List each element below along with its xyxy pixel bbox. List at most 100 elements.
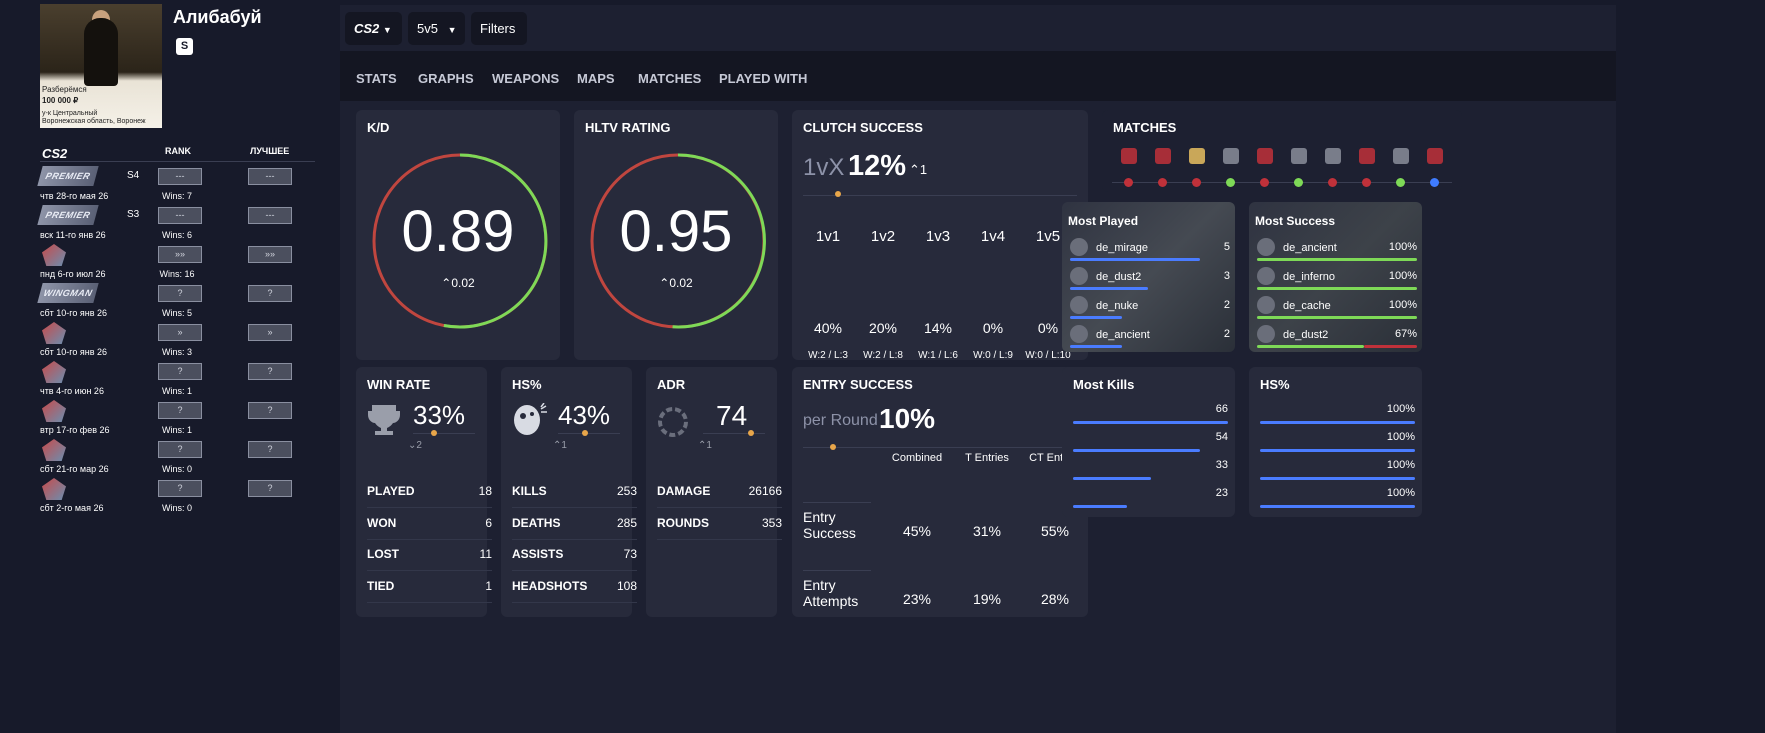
filters-button[interactable]: Filters ⋮ bbox=[471, 12, 527, 69]
most-kills-card: Most Kills 66 54 33 23 bbox=[1062, 367, 1235, 517]
map-row[interactable]: de_inferno 100% bbox=[1257, 263, 1417, 293]
weapon-row[interactable]: 23 bbox=[1073, 481, 1228, 511]
map-value: 2 bbox=[1223, 299, 1230, 311]
match-result-dot[interactable] bbox=[1192, 178, 1201, 187]
rank-date: чтв 4-го июн 26 bbox=[40, 386, 104, 396]
match-map-icon[interactable] bbox=[1427, 148, 1443, 164]
entry-col-header: Combined bbox=[891, 452, 943, 464]
dust2-map-icon bbox=[1257, 325, 1275, 343]
game-dropdown[interactable]: CS2 ▼ bbox=[345, 12, 402, 45]
rank-season: S3 bbox=[127, 209, 140, 220]
best-rank-value: »» bbox=[248, 246, 292, 263]
stat-value: 253 bbox=[616, 484, 637, 498]
weapon-row[interactable]: 100% bbox=[1260, 453, 1415, 483]
inferno-map-icon bbox=[1257, 267, 1275, 285]
stat-label: ASSISTS bbox=[512, 547, 564, 561]
map-row[interactable]: de_dust2 3 bbox=[1070, 263, 1230, 293]
map-bar bbox=[1257, 345, 1365, 348]
map-name: de_nuke bbox=[1096, 300, 1139, 312]
steam-icon[interactable]: S bbox=[176, 38, 193, 55]
rank-row: PREMIER S4 чтв 28-го мая 26 --- --- Wins: 7 bbox=[37, 166, 315, 209]
match-result-dot[interactable] bbox=[1430, 178, 1439, 187]
match-result-dot[interactable] bbox=[1260, 178, 1269, 187]
mode-dropdown[interactable]: 5v5 ▼ bbox=[408, 12, 465, 45]
player-avatar[interactable]: Разберёмся 100 000 ₽ у-к Центральный Вор… bbox=[40, 4, 162, 128]
match-map-icon[interactable] bbox=[1291, 148, 1307, 164]
clutch-marker bbox=[835, 191, 841, 197]
arrow-up-icon: ⌃ bbox=[659, 276, 670, 290]
arrow-up-icon: ⌃ bbox=[441, 276, 452, 290]
stat-row: HEADSHOTS 108 bbox=[512, 568, 637, 603]
match-map-icon[interactable] bbox=[1223, 148, 1239, 164]
matches-panel: MATCHES bbox=[1102, 110, 1462, 192]
rank-wins: Wins: 1 bbox=[161, 386, 192, 396]
map-row[interactable]: de_ancient 100% bbox=[1257, 234, 1417, 264]
weapon-row[interactable]: 100% bbox=[1260, 481, 1415, 511]
rank-value: ? bbox=[158, 402, 202, 419]
tab-matches[interactable]: MATCHES bbox=[638, 71, 702, 86]
tab-graphs[interactable]: GRAPHS bbox=[418, 71, 474, 86]
tab-played-with[interactable]: PLAYED WITH bbox=[719, 71, 808, 86]
match-map-icon[interactable] bbox=[1257, 148, 1273, 164]
trophy-icon bbox=[368, 405, 400, 435]
rank-row: втр 17-го фев 26?? Wins: 1 bbox=[40, 400, 315, 443]
entry-row-label: Entry bbox=[803, 577, 836, 593]
ranks-divider bbox=[40, 161, 315, 162]
cache-map-icon bbox=[42, 361, 66, 383]
weapon-row[interactable]: 66 bbox=[1073, 397, 1228, 427]
tab-maps[interactable]: MAPS bbox=[577, 71, 615, 86]
tab-weapons[interactable]: WEAPONS bbox=[492, 71, 560, 86]
map-bar-loss bbox=[1364, 345, 1417, 348]
map-row[interactable]: de_nuke 2 bbox=[1070, 292, 1230, 322]
main-panel: CS2 ▼ 5v5 ▼ Filters ⋮ STATS GRAPHS WEAPONS… bbox=[340, 5, 1616, 733]
rifle-icon bbox=[1260, 483, 1316, 499]
map-row[interactable]: de_ancient 2 bbox=[1070, 321, 1230, 351]
stat-value: 353 bbox=[761, 515, 782, 530]
weapon-row[interactable]: 100% bbox=[1260, 397, 1415, 427]
hs-weapons-title: HS% bbox=[1260, 377, 1290, 392]
clutch-label: 1v2 bbox=[870, 228, 896, 245]
match-result-dot[interactable] bbox=[1124, 178, 1133, 187]
map-row[interactable]: de_dust2 67% bbox=[1257, 321, 1417, 351]
weapon-bar bbox=[1260, 505, 1415, 508]
rank-value: --- bbox=[158, 207, 202, 224]
map-bar bbox=[1070, 258, 1200, 261]
match-result-dot[interactable] bbox=[1294, 178, 1303, 187]
match-result-dot[interactable] bbox=[1226, 178, 1235, 187]
match-result-dot[interactable] bbox=[1328, 178, 1337, 187]
entry-pct: 31% bbox=[972, 523, 1002, 539]
match-map-icon[interactable] bbox=[1393, 148, 1409, 164]
rank-row: сбт 10-го янв 26 » » Wins: 3 bbox=[40, 322, 315, 365]
match-result-dot[interactable] bbox=[1362, 178, 1371, 187]
clutch-pct: 40% bbox=[813, 320, 843, 336]
match-map-icon[interactable] bbox=[1325, 148, 1341, 164]
hs-delta-value: 1 bbox=[561, 440, 567, 451]
stat-label: WON bbox=[367, 515, 397, 530]
clutch-record: W:0 / L:10 bbox=[1025, 350, 1071, 361]
hltv-ring-arc bbox=[672, 153, 766, 329]
map-row[interactable]: de_mirage 5 bbox=[1070, 234, 1230, 264]
weapon-bar bbox=[1260, 477, 1415, 480]
match-map-icon[interactable] bbox=[1359, 148, 1375, 164]
entry-title: ENTRY SUCCESS bbox=[803, 377, 913, 392]
match-result-dot[interactable] bbox=[1158, 178, 1167, 187]
match-map-icon[interactable] bbox=[1155, 148, 1171, 164]
rank-date: сбт 2-го мая 26 bbox=[40, 503, 104, 513]
match-map-icon[interactable] bbox=[1121, 148, 1137, 164]
match-result-dot[interactable] bbox=[1396, 178, 1405, 187]
map-name: de_dust2 bbox=[1283, 329, 1329, 341]
weapon-row[interactable]: 100% bbox=[1260, 425, 1415, 455]
stat-value: 11 bbox=[479, 547, 492, 561]
clutch-pct: 14% bbox=[923, 320, 953, 336]
weapon-row[interactable]: 54 bbox=[1073, 425, 1228, 455]
weapon-value: 66 bbox=[1215, 403, 1228, 415]
hs-weapons-card: HS% 100% 100% 100% 100% bbox=[1249, 367, 1422, 517]
weapon-row[interactable]: 33 bbox=[1073, 453, 1228, 483]
stat-value: 1 bbox=[485, 578, 492, 593]
avatar-address-2: Воронежская область, Воронеж bbox=[42, 118, 146, 125]
match-map-icon[interactable] bbox=[1189, 148, 1205, 164]
stat-row: KILLS 253 bbox=[512, 473, 637, 508]
clutch-card: CLUTCH SUCCESS 1vX 12% ⌃1 1v1 40% W:2 / L:… bbox=[792, 110, 1088, 361]
tab-stats[interactable]: STATS bbox=[356, 71, 397, 86]
map-row[interactable]: de_cache 100% bbox=[1257, 292, 1417, 322]
